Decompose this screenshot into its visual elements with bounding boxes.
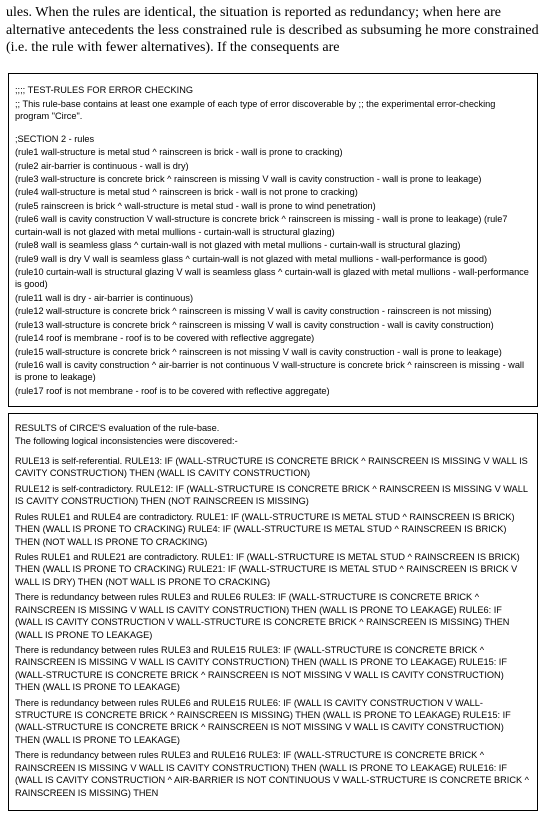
rule-line: (rule16 wall is cavity construction ^ ai… — [15, 359, 531, 384]
result-line: There is redundancy between rules RULE3 … — [15, 591, 531, 641]
rule-line: (rule1 wall-structure is metal stud ^ ra… — [15, 146, 531, 158]
rule-line: (rule3 wall-structure is concrete brick … — [15, 173, 531, 185]
rule-line: (rule14 roof is membrane - roof is to be… — [15, 332, 531, 344]
rule-line: (rule8 wall is seamless glass ^ curtain-… — [15, 239, 531, 251]
results-list: RULE13 is self-referential. RULE13: IF (… — [15, 455, 531, 799]
result-line: There is redundancy between rules RULE3 … — [15, 644, 531, 694]
rule-line: (rule4 wall-structure is metal stud ^ ra… — [15, 186, 531, 198]
results-intro-line-1: RESULTS of CIRCE'S evaluation of the rul… — [15, 422, 531, 434]
panel1-header-1: ;;;; TEST-RULES FOR ERROR CHECKING — [15, 84, 531, 96]
result-line: There is redundancy between rules RULE6 … — [15, 697, 531, 747]
panel1-header-2: ;; This rule-base contains at least one … — [15, 98, 531, 123]
results-intro: RESULTS of CIRCE'S evaluation of the rul… — [15, 422, 531, 447]
rule-line: (rule12 wall-structure is concrete brick… — [15, 305, 531, 317]
rule-line: (rule15 wall-structure is concrete brick… — [15, 346, 531, 358]
results-panel: RESULTS of CIRCE'S evaluation of the rul… — [8, 413, 538, 811]
result-line: Rules RULE1 and RULE4 are contradictory.… — [15, 511, 531, 548]
result-line: RULE13 is self-referential. RULE13: IF (… — [15, 455, 531, 480]
results-intro-line-2: The following logical inconsistencies we… — [15, 435, 531, 447]
rule-line: (rule13 wall-structure is concrete brick… — [15, 319, 531, 331]
rule-line: (rule11 wall is dry - air-barrier is con… — [15, 292, 531, 304]
rule-line: (rule17 roof is not membrane - roof is t… — [15, 385, 531, 397]
section-label: ;SECTION 2 - rules — [15, 133, 531, 145]
result-line: There is redundancy between rules RULE3 … — [15, 749, 531, 799]
rules-list: (rule1 wall-structure is metal stud ^ ra… — [15, 146, 531, 397]
rule-line: (rule10 curtain-wall is structural glazi… — [15, 266, 531, 291]
rule-line: (rule2 air-barrier is continuous - wall … — [15, 160, 531, 172]
result-line: RULE12 is self-contradictory. RULE12: IF… — [15, 483, 531, 508]
rule-line: (rule6 wall is cavity construction V wal… — [15, 213, 531, 238]
rule-line: (rule5 rainscreen is brick ^ wall-struct… — [15, 200, 531, 212]
rules-panel: ;;;; TEST-RULES FOR ERROR CHECKING ;; Th… — [8, 73, 538, 408]
intro-paragraph: ules. When the rules are identical, the … — [0, 0, 546, 67]
result-line: Rules RULE1 and RULE21 are contradictory… — [15, 551, 531, 588]
rule-line: (rule9 wall is dry V wall is seamless gl… — [15, 253, 531, 265]
